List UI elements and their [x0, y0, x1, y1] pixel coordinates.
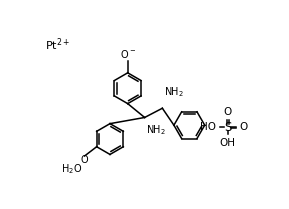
Text: Pt$^{2+}$: Pt$^{2+}$ — [45, 37, 70, 53]
Text: O: O — [224, 107, 232, 117]
Text: NH$_2$: NH$_2$ — [146, 124, 166, 138]
Text: HO: HO — [200, 122, 216, 133]
Text: O: O — [239, 122, 248, 133]
Text: OH: OH — [220, 138, 236, 148]
Text: O$^-$: O$^-$ — [121, 48, 136, 60]
Text: NH$_2$: NH$_2$ — [164, 85, 184, 99]
Text: S: S — [224, 121, 231, 134]
Text: O: O — [81, 155, 88, 165]
Text: H$_2$O: H$_2$O — [61, 162, 82, 176]
